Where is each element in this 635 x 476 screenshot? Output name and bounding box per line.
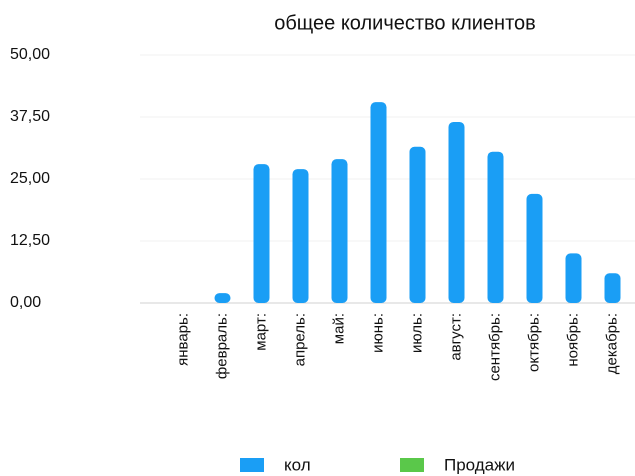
bar [409, 146, 426, 303]
x-tick-label: март: [252, 313, 269, 351]
bar [292, 169, 309, 303]
x-tick-label: июль: [408, 313, 425, 353]
y-tick-label: 0,00 [10, 294, 41, 311]
bar [214, 293, 231, 303]
legend-label: Продажи [444, 455, 515, 474]
y-tick-label: 25,00 [10, 170, 50, 187]
x-tick-label: ноябрь: [564, 313, 581, 367]
x-tick-label: январь: [174, 313, 191, 366]
bar [370, 102, 387, 304]
x-tick-label: апрель: [291, 313, 308, 366]
legend-swatch [400, 458, 424, 472]
x-tick-label: февраль: [213, 313, 230, 379]
bar [565, 253, 582, 303]
bar [487, 151, 504, 303]
x-tick-label: август: [447, 313, 464, 361]
chart-title: общее количество клиентов [274, 12, 536, 34]
x-tick-label: июнь: [369, 313, 386, 353]
y-tick-label: 50,00 [10, 46, 50, 63]
x-tick-label: май: [330, 313, 347, 344]
x-tick-label: октябрь: [525, 313, 542, 372]
bar [448, 121, 465, 304]
bar [604, 273, 621, 303]
y-tick-label: 12,50 [10, 232, 50, 249]
x-tick-label: декабрь: [603, 313, 620, 374]
x-tick-label: сентябрь: [486, 313, 503, 381]
bar [253, 164, 270, 303]
bar [331, 159, 348, 303]
y-tick-label: 37,50 [10, 108, 50, 125]
legend-swatch [240, 458, 264, 472]
legend-label: кол [284, 455, 311, 474]
bar [526, 193, 543, 303]
